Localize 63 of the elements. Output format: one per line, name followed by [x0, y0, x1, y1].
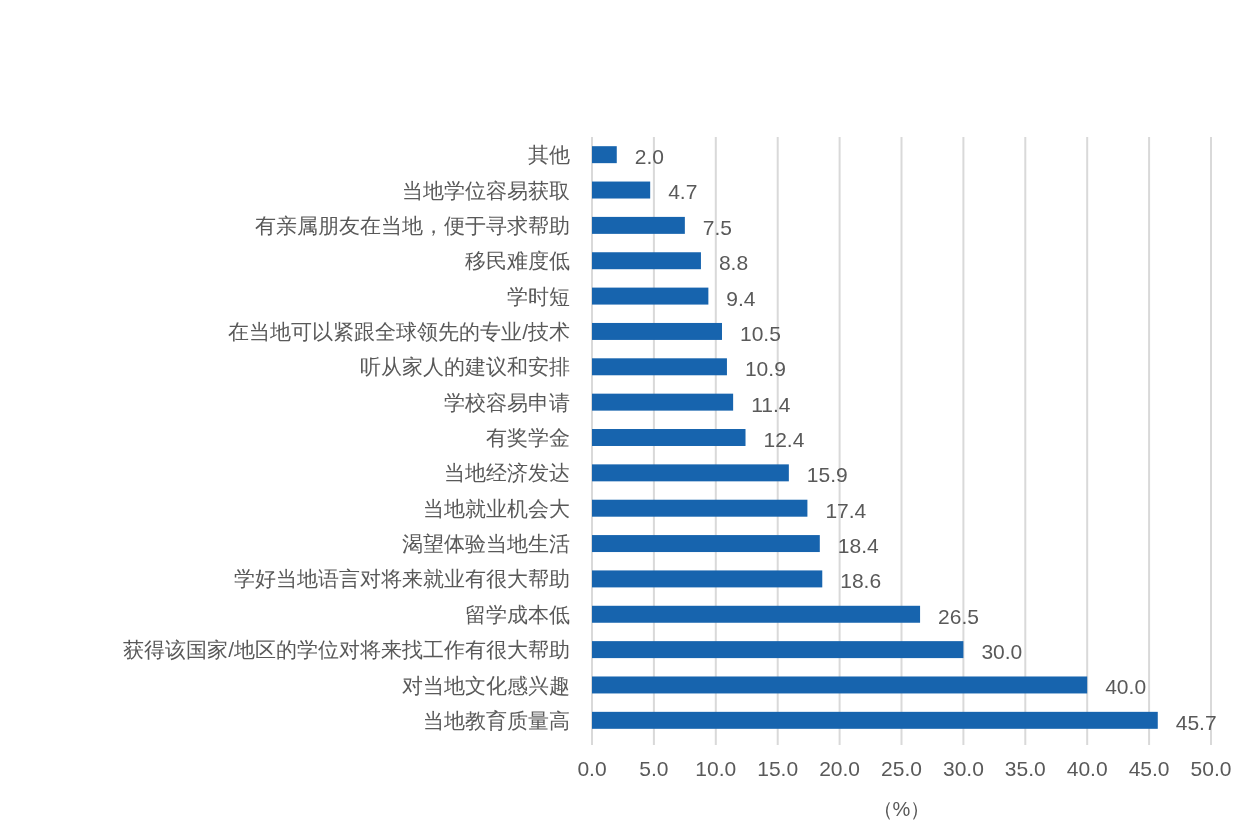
bar: [592, 464, 789, 482]
bar: [592, 216, 685, 234]
y-tick-label: 对当地文化感兴趣: [402, 673, 570, 697]
data-label: 7.5: [702, 215, 733, 239]
y-tick-label: 当地就业机会大: [423, 496, 570, 520]
bar: [592, 641, 964, 659]
y-tick-label: 留学成本低: [465, 602, 570, 626]
data-label: 45.7: [1175, 710, 1217, 734]
y-tick-label: 有奖学金: [486, 426, 570, 450]
y-tick-label: 有亲属朋友在当地，便于寻求帮助: [255, 213, 570, 237]
x-tick-label: 45.0: [1128, 757, 1170, 780]
data-label: 18.4: [837, 534, 879, 558]
data-label: 40.0: [1105, 675, 1147, 699]
data-label: 8.8: [718, 251, 749, 275]
data-label: 10.5: [739, 321, 781, 345]
x-axis-title: （%）: [872, 798, 931, 820]
bar: [592, 287, 709, 305]
y-tick-label: 学校容易申请: [444, 390, 570, 414]
data-label: 17.4: [825, 498, 867, 522]
y-tick-label: 学好当地语言对将来就业有很大帮助: [234, 567, 570, 591]
x-tick-label: 30.0: [942, 757, 984, 780]
data-label: 30.0: [981, 640, 1023, 664]
data-label: 18.6: [840, 569, 882, 593]
data-label: 4.7: [668, 180, 698, 204]
bar: [592, 605, 921, 623]
x-tick-label: 50.0: [1190, 757, 1232, 780]
bar: [592, 570, 823, 588]
bar: [592, 393, 734, 411]
bar: [592, 499, 808, 517]
data-label: 12.4: [763, 427, 805, 451]
y-tick-label: 当地学位容易获取: [402, 178, 570, 202]
bar: [592, 181, 651, 199]
y-tick-label: 其他: [528, 143, 570, 167]
y-tick-label: 获得该国家/地区的学位对将来找工作有很大帮助: [123, 638, 570, 662]
data-label: 15.9: [806, 463, 848, 487]
x-tick-label: 5.0: [639, 757, 669, 780]
bar: [592, 535, 820, 553]
x-tick-label: 15.0: [757, 757, 799, 780]
x-tick-label: 0.0: [577, 757, 607, 780]
data-label: 10.9: [744, 357, 786, 381]
y-tick-label: 听从家人的建议和安排: [360, 355, 570, 379]
bar: [592, 711, 1158, 729]
bar: [592, 146, 617, 164]
y-tick-label: 当地教育质量高: [423, 708, 570, 732]
y-tick-label: 渴望体验当地生活: [402, 532, 570, 556]
data-label: 9.4: [726, 286, 756, 310]
y-tick-label: 在当地可以紧跟全球领先的专业/技术: [228, 320, 570, 343]
bar: [592, 322, 722, 340]
data-label: 26.5: [938, 604, 979, 628]
x-tick-label: 10.0: [695, 757, 737, 780]
y-tick-label: 学时短: [507, 284, 570, 308]
bar: [592, 252, 701, 270]
x-tick-label: 20.0: [819, 757, 861, 780]
data-label: 11.4: [751, 392, 791, 416]
bar: [592, 358, 727, 376]
bar: [592, 429, 746, 446]
data-label: 2.0: [634, 145, 664, 169]
bar: [592, 676, 1088, 694]
x-tick-label: 40.0: [1066, 757, 1108, 780]
y-tick-label: 移民难度低: [465, 249, 570, 273]
x-tick-label: 35.0: [1004, 757, 1046, 780]
y-tick-label: 当地经济发达: [444, 461, 570, 485]
x-tick-label: 25.0: [881, 757, 922, 780]
